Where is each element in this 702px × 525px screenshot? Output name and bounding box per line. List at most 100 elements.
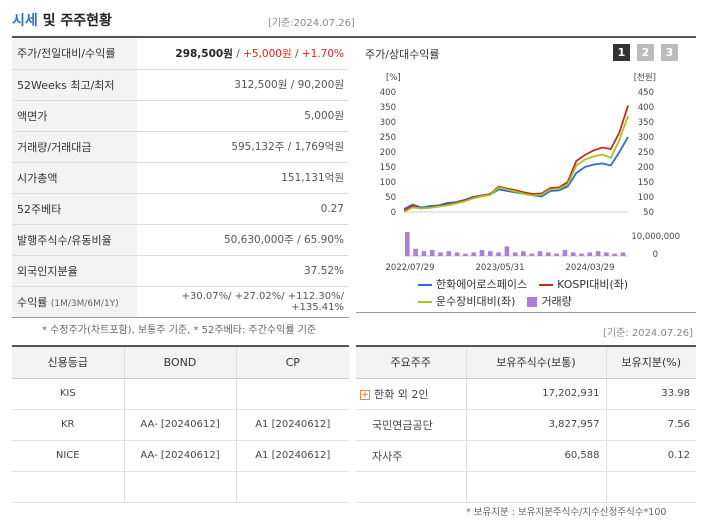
series-line <box>403 105 629 212</box>
legend-swatch <box>527 297 538 307</box>
volume-bar <box>604 252 609 256</box>
column-header: CP <box>236 346 349 379</box>
chart-title: 주가/상대수익률 <box>365 48 440 61</box>
table-row: 자사주 60,588 0.12 <box>356 440 696 472</box>
table-header-row: 신용등급 BOND CP <box>12 346 349 379</box>
holder-name <box>356 471 467 503</box>
volume-bar <box>438 252 443 256</box>
table-row: 거래량/거래대금 595,132주 / 1,769억원 <box>12 131 349 163</box>
current-price: 298,500원 <box>175 47 233 60</box>
row-label: 외국인지분율 <box>12 255 137 287</box>
table-row: 국민연금공단 3,827,957 7.56 <box>356 409 696 441</box>
volume-bar <box>496 252 501 256</box>
volume-bar <box>537 251 543 256</box>
price-value: 298,500원 / +5,000원 / +1.70% <box>137 38 349 70</box>
holder-name: 국민연금공단 <box>356 409 467 441</box>
volume-bar <box>446 251 452 256</box>
table-row: NICE AA- [20240612] A1 [20240612] <box>12 440 349 472</box>
cell: AA- [20240612] <box>124 409 237 441</box>
chart-svg: [%] [천원]400350300250200150100500450400350… <box>380 72 680 273</box>
row-label: 발행주식수/유동비율 <box>12 224 137 256</box>
page-title-rest: 및 주주현황 <box>37 13 112 29</box>
volume-bar <box>579 253 584 256</box>
chart-tab-3[interactable]: 3 <box>661 44 678 61</box>
holder-name-cell: + 한화 외 2인 <box>356 378 467 410</box>
holder-pct: 7.56 <box>606 409 696 441</box>
right-tick-label: 100 <box>638 193 654 203</box>
cell: AA- [20240612] <box>124 440 237 472</box>
volume-bar <box>554 253 559 256</box>
volume-bar <box>413 248 418 256</box>
volume-bar <box>620 252 626 256</box>
legend-swatch <box>418 301 432 303</box>
basis-date-mid: [기준: 2024.07.26] <box>603 328 694 339</box>
volume-bar <box>529 253 534 256</box>
chart-panel <box>356 38 696 313</box>
row-label: 시가총액 <box>12 162 137 194</box>
holder-shares: 60,588 <box>466 440 607 472</box>
column-header: 보유주식수(보통) <box>466 346 607 379</box>
holder-name[interactable]: 한화 외 2인 <box>374 387 429 401</box>
return-label: 수익률 <box>17 295 48 309</box>
table-row: 수익률 (1M/3M/6M/1Y) +30.07%/ +27.02%/ +112… <box>12 286 349 318</box>
expand-plus-icon[interactable]: + <box>360 389 370 400</box>
right-tick-label: 200 <box>638 163 654 173</box>
cell <box>124 471 237 503</box>
table-row: 주가/전일대비/수익률 298,500원 / +5,000원 / +1.70% <box>12 38 349 70</box>
price-footnote: * 수정주가(차트포함), 보통주 기준, * 52주베타: 주간수익률 기준 <box>42 325 317 336</box>
page-title: 시세 및 주주현황 <box>12 10 112 30</box>
cell: KIS <box>12 378 125 410</box>
left-tick-label: 250 <box>380 133 396 143</box>
cell: NICE <box>12 440 125 472</box>
volume-bar <box>512 252 518 256</box>
right-tick-label: 250 <box>638 148 654 158</box>
series-line <box>403 115 629 213</box>
cell: A1 [20240612] <box>236 409 349 441</box>
legend-item: 거래량 <box>527 293 572 309</box>
legend-item: KOSPI대비(좌) <box>539 276 628 292</box>
separator: / <box>291 47 302 60</box>
chart-tab-2[interactable]: 2 <box>637 44 654 61</box>
row-label: 52주베타 <box>12 193 137 225</box>
row-value: 595,132주 / 1,769억원 <box>137 131 349 163</box>
left-tick-label: 300 <box>380 118 396 128</box>
cell <box>124 378 237 410</box>
top-divider <box>12 36 696 38</box>
volume-bar <box>421 251 427 256</box>
volume-scale-label: 10,000,000 <box>631 232 680 242</box>
column-header: BOND <box>124 346 237 379</box>
row-value: 151,131억원 <box>137 162 349 194</box>
volume-bar <box>546 252 551 256</box>
row-value: 0.27 <box>137 193 349 225</box>
left-tick-label: 400 <box>380 88 396 98</box>
row-label: 수익률 (1M/3M/6M/1Y) <box>12 286 137 318</box>
holder-shares: 3,827,957 <box>466 409 607 441</box>
return-period-label: (1M/3M/6M/1Y) <box>50 298 119 309</box>
right-axis-unit: [천원] <box>634 72 656 83</box>
volume-bar <box>463 253 468 256</box>
volume-bar <box>612 253 617 256</box>
table-row: 발행주식수/유동비율 50,630,000주 / 65.90% <box>12 224 349 256</box>
legend-item: 한화에어로스페이스 <box>418 276 527 292</box>
return-values: +30.07%/ +27.02%/ +112.30%/ +135.41% <box>137 286 349 318</box>
column-header: 신용등급 <box>12 346 125 379</box>
table-row: 액면가 5,000원 <box>12 100 349 132</box>
right-tick-label: 150 <box>638 178 654 188</box>
volume-bar <box>570 252 576 256</box>
chart-tab-1[interactable]: 1 <box>613 44 630 61</box>
row-value: 312,500원 / 90,200원 <box>137 69 349 101</box>
volume-bar <box>454 252 460 256</box>
holder-pct <box>606 471 696 503</box>
legend-label: 거래량 <box>541 295 572 308</box>
table-header-row: 주요주주 보유주식수(보통) 보유지분(%) <box>356 346 696 379</box>
row-label: 거래량/거래대금 <box>12 131 137 163</box>
legend-label: KOSPI대비(좌) <box>557 278 629 291</box>
separator: / <box>232 47 244 60</box>
volume-bar <box>479 250 485 256</box>
right-tick-label: 350 <box>638 118 654 128</box>
right-tick-label: 50 <box>643 208 654 218</box>
table-row <box>12 471 349 503</box>
legend-label: 한화에어로스페이스 <box>436 278 528 291</box>
cell: KR <box>12 409 125 441</box>
volume-bar <box>595 251 601 256</box>
